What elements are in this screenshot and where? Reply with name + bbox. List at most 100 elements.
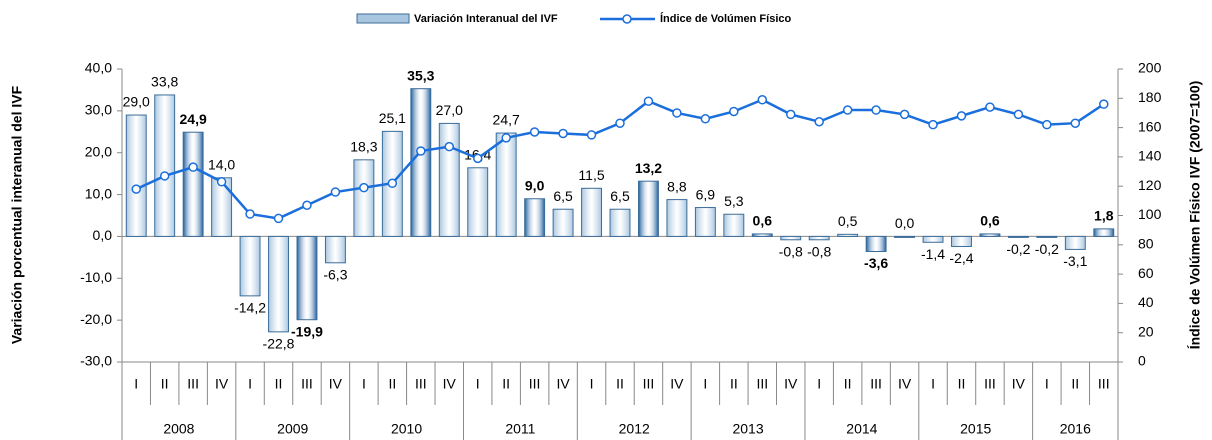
data-label: -3,6 [864, 255, 888, 271]
line-marker [444, 141, 455, 152]
y-tick-label: 10,0 [85, 185, 112, 201]
x-tick-label: III [756, 376, 768, 392]
data-label: -19,9 [291, 323, 323, 339]
data-label: -22,8 [263, 336, 295, 352]
y2-tick-label: 180 [1138, 89, 1162, 105]
line-marker [387, 178, 398, 189]
bar [865, 235, 887, 252]
data-label: 33,8 [151, 74, 178, 90]
line-marker [501, 133, 511, 143]
data-label: 6,5 [610, 188, 630, 204]
year-label: 2013 [732, 421, 763, 437]
data-label: 24,9 [180, 111, 207, 127]
line-marker [928, 119, 938, 130]
line-marker [785, 109, 796, 120]
bar [353, 159, 375, 237]
year-label: 2012 [619, 421, 650, 437]
bar [125, 114, 147, 237]
data-label: 14,0 [208, 157, 235, 173]
data-label: -14,2 [234, 300, 266, 316]
year-label: 2010 [391, 421, 422, 437]
line-marker [643, 96, 654, 106]
y-tick-label: 40,0 [85, 60, 112, 76]
y2-tick-label: 20 [1138, 323, 1154, 339]
line-marker [1042, 119, 1052, 130]
x-tick-label: III [529, 376, 541, 392]
data-label: 18,3 [350, 139, 377, 155]
data-label: -6,3 [323, 267, 347, 283]
y2-tick-label: 0 [1138, 353, 1146, 369]
line-marker [672, 108, 682, 118]
year-label: 2008 [163, 421, 194, 437]
data-label: 29,0 [123, 94, 150, 110]
x-tick-label: III [643, 376, 655, 392]
line-marker [700, 114, 711, 124]
legend-label: Índice de Volúmen Físico [660, 12, 791, 25]
data-label: -0,8 [779, 243, 803, 259]
bar [524, 198, 546, 237]
x-tick-label: I [476, 376, 480, 392]
line-marker [330, 187, 341, 197]
y2-tick-label: 120 [1138, 177, 1162, 193]
bar [894, 235, 916, 238]
y2-tick-label: 140 [1138, 148, 1162, 164]
year-label: 2014 [846, 421, 877, 437]
year-label: 2015 [960, 421, 991, 437]
x-tick-label: IV [898, 376, 912, 392]
y2-tick-label: 60 [1138, 265, 1154, 281]
data-label: 0,5 [838, 213, 858, 229]
x-tick-label: I [931, 376, 935, 392]
bar [154, 94, 176, 237]
bar [552, 208, 574, 237]
data-label: 35,3 [407, 67, 434, 83]
x-tick-label: IV [443, 376, 457, 392]
line-marker [757, 95, 768, 105]
x-tick-label: III [870, 376, 882, 392]
line-marker [615, 118, 625, 128]
data-label: 11,5 [578, 167, 604, 183]
bar [268, 235, 289, 333]
bar [666, 199, 688, 237]
line-marker [814, 116, 824, 127]
data-label: 6,9 [696, 186, 716, 202]
line-marker [586, 130, 597, 140]
line-marker [899, 109, 910, 120]
x-tick-label: II [844, 376, 852, 392]
line-marker [985, 102, 995, 112]
line-marker [273, 213, 284, 224]
x-tick-label: II [388, 376, 396, 392]
y2-axis-title: Índice de Volúmen Físico IVF (2007=100) [1187, 81, 1203, 350]
data-label: 27,0 [436, 102, 463, 118]
y2-tick-label: 160 [1138, 118, 1162, 134]
bar [438, 122, 460, 237]
data-label: 1,8 [1094, 208, 1114, 224]
x-tick-label: III [1098, 376, 1110, 392]
data-label: 0,0 [895, 215, 915, 231]
x-tick-label: III [984, 376, 996, 392]
line-marker [1099, 99, 1109, 109]
bar [410, 88, 432, 237]
line-marker [956, 111, 967, 121]
line-marker [159, 171, 170, 181]
x-tick-label: IV [1012, 376, 1026, 392]
x-tick-label: I [134, 376, 138, 392]
legend-label: Variación Interanual del IVF [414, 13, 558, 25]
x-tick-label: IV [670, 376, 684, 392]
x-tick-label: IV [329, 376, 343, 392]
line-marker [245, 209, 255, 219]
data-label: -0,2 [1006, 241, 1030, 257]
data-label: -0,8 [807, 243, 831, 259]
line-marker [416, 146, 426, 156]
legend-bar-swatch [356, 13, 410, 24]
data-label: -3,1 [1063, 253, 1087, 269]
bar [637, 180, 659, 237]
line-marker [529, 127, 540, 137]
bar [1064, 235, 1086, 250]
x-tick-label: I [1045, 376, 1049, 392]
x-tick-label: IV [556, 376, 570, 392]
line-marker [558, 128, 568, 139]
y2-tick-label: 100 [1138, 206, 1162, 222]
bar [1036, 235, 1058, 238]
bar [723, 213, 745, 237]
